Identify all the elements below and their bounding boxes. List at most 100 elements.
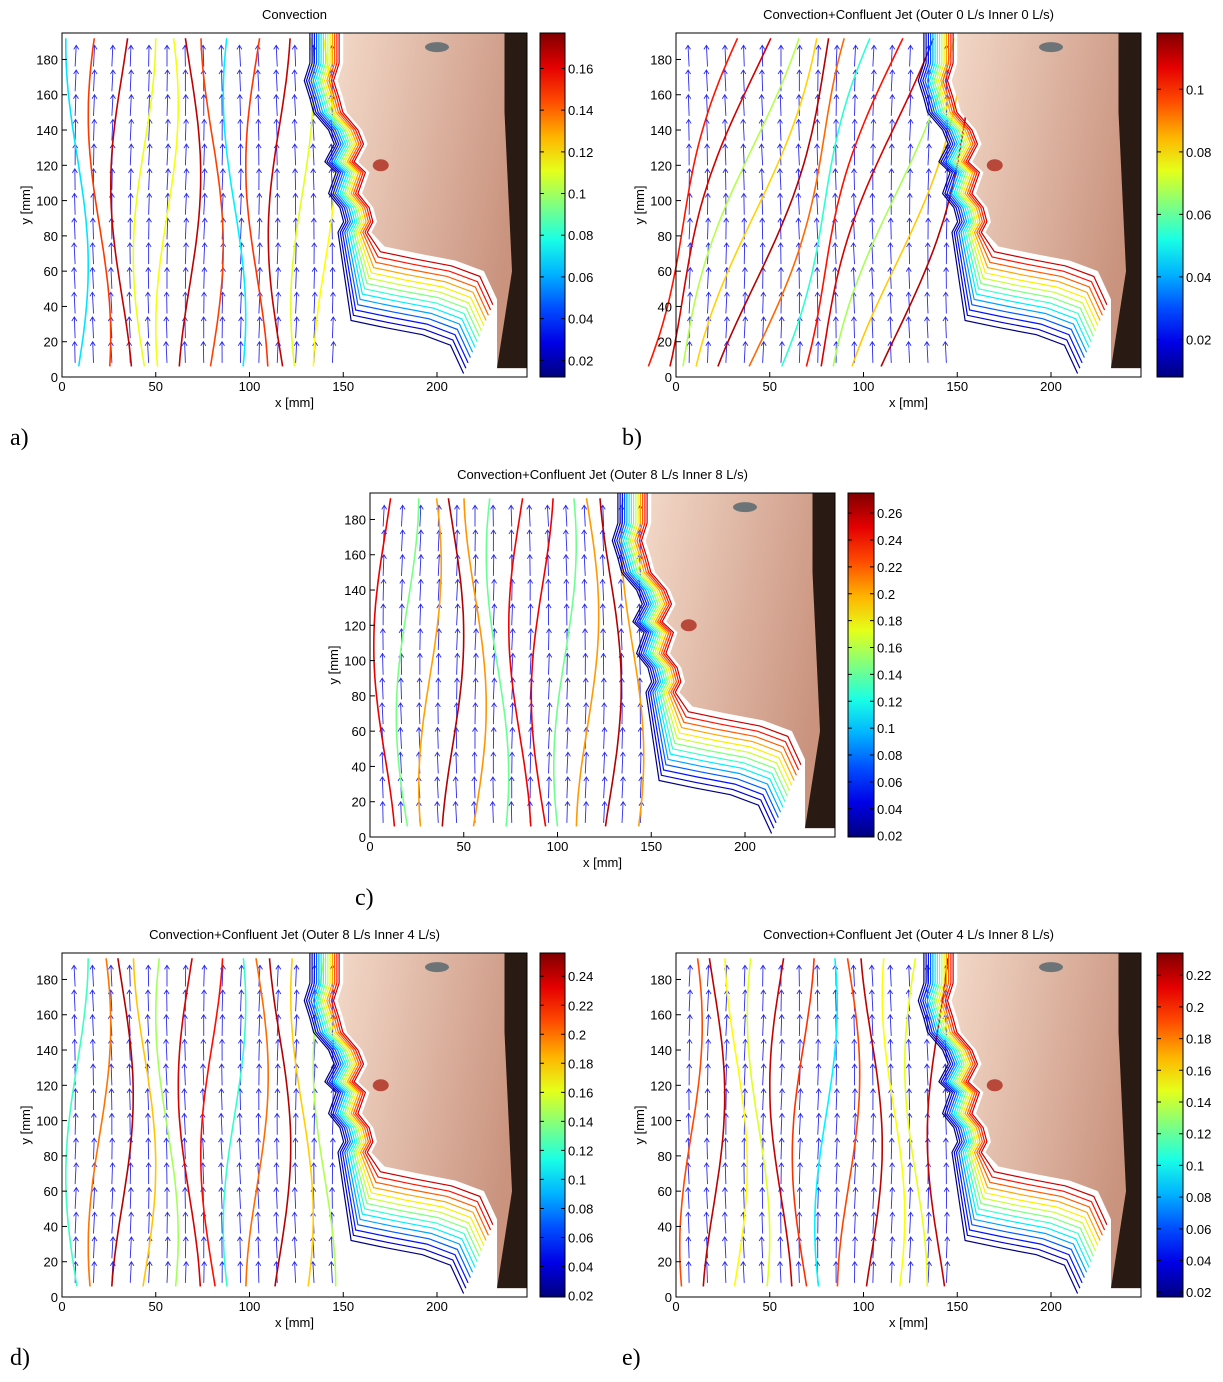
velocity-arrow (201, 167, 208, 191)
velocity-arrow (163, 989, 170, 1012)
panel-label: a) (10, 425, 29, 451)
velocity-arrow (687, 1013, 693, 1036)
velocity-arrow (943, 1186, 950, 1209)
velocity-arrow (418, 553, 424, 576)
colorbar-tick-label: 0.1 (1186, 1158, 1204, 1173)
contour-line (305, 953, 467, 1289)
colorbar-tick-label: 0.2 (877, 587, 895, 602)
velocity-arrow (636, 627, 643, 651)
velocity-arrow (759, 1186, 766, 1209)
velocity-arrow (852, 1162, 859, 1185)
velocity-arrow (291, 93, 298, 116)
contour-line (530, 498, 554, 827)
velocity-arrow (128, 167, 134, 191)
velocity-arrow (472, 702, 479, 725)
velocity-arrow (832, 167, 839, 191)
velocity-arrow (509, 726, 516, 749)
face (951, 953, 1141, 1289)
y-tick-label: 0 (359, 830, 366, 845)
velocity-arrow (71, 1038, 78, 1061)
velocity-arrow (907, 1211, 914, 1234)
velocity-arrow (565, 751, 571, 774)
velocity-arrow (434, 751, 441, 774)
eye (733, 502, 757, 513)
colorbar-tick-label: 0.26 (877, 506, 902, 521)
velocity-arrow (181, 1063, 188, 1086)
velocity-arrow (273, 1162, 280, 1185)
velocity-arrow (434, 776, 441, 799)
contour-line (177, 958, 202, 1287)
velocity-arrow (888, 1112, 895, 1135)
velocity-arrow (905, 291, 912, 314)
velocity-arrow (128, 1186, 134, 1209)
velocity-arrow (329, 1186, 336, 1209)
velocity-arrow (868, 989, 875, 1012)
velocity-arrow (704, 192, 711, 215)
velocity-arrow (201, 291, 207, 314)
contour-line (933, 953, 1094, 1257)
y-tick-label: 100 (344, 654, 366, 669)
velocity-arrow (490, 504, 496, 527)
contour-line (463, 498, 487, 827)
velocity-arrow (293, 316, 300, 339)
velocity-arrow (758, 118, 765, 141)
y-tick-label: 60 (658, 264, 672, 279)
velocity-arrow (255, 118, 262, 141)
velocity-arrow (254, 1211, 261, 1234)
x-tick-label: 50 (763, 379, 777, 394)
contour-line (575, 498, 600, 827)
velocity-arrow (760, 989, 767, 1012)
velocity-arrow (238, 291, 245, 314)
velocity-arrow (491, 603, 498, 626)
velocity-arrow (887, 316, 894, 339)
y-tick-label: 140 (344, 583, 366, 598)
velocity-arrow (128, 143, 135, 166)
hair (805, 493, 835, 829)
contour-line (321, 953, 483, 1252)
velocity-arrow (851, 1260, 858, 1283)
velocity-arrow (796, 266, 802, 289)
velocity-arrow (869, 1013, 875, 1036)
velocity-arrow (237, 1038, 244, 1061)
velocity-arrow (472, 677, 479, 700)
velocity-arrow (906, 242, 912, 265)
velocity-arrow (926, 1236, 932, 1259)
y-tick-label: 40 (352, 759, 366, 774)
contour-line (638, 493, 800, 771)
velocity-arrow (164, 964, 170, 987)
velocity-arrow (200, 316, 207, 339)
velocity-arrow (907, 1236, 914, 1259)
velocity-arrow (417, 578, 424, 601)
colorbar-tick-label: 0.06 (568, 1230, 593, 1245)
velocity-arrow (779, 1063, 785, 1086)
velocity-arrow (583, 800, 590, 823)
velocity-arrow (310, 217, 317, 240)
hair (497, 953, 527, 1289)
velocity-arrow (491, 677, 498, 700)
contour-line (836, 958, 861, 1287)
colorbar-tick-label: 0.18 (568, 1056, 593, 1071)
velocity-arrow (740, 44, 747, 67)
velocity-arrow (256, 167, 262, 191)
velocity-arrow (850, 192, 857, 215)
velocity-arrow (201, 989, 207, 1012)
velocity-arrow (291, 69, 298, 92)
panel-label: d) (10, 1345, 30, 1371)
contour-line (613, 493, 775, 829)
colorbar (1156, 952, 1184, 1298)
chart-title: Convection (262, 7, 327, 22)
contour-line (155, 958, 179, 1287)
velocity-arrow (293, 340, 300, 363)
contour-line (627, 493, 788, 797)
velocity-arrow (944, 217, 950, 240)
contour-line (312, 958, 337, 1287)
contour-line (791, 958, 815, 1287)
x-tick-label: 200 (426, 1299, 448, 1314)
contour-line (132, 38, 157, 367)
velocity-arrow (906, 192, 913, 215)
velocity-arrow (685, 1186, 691, 1209)
velocity-arrow (236, 1162, 243, 1185)
y-axis-label: y [mm] (18, 186, 33, 225)
y-tick-label: 60 (44, 1184, 58, 1199)
velocity-arrow (779, 340, 785, 363)
